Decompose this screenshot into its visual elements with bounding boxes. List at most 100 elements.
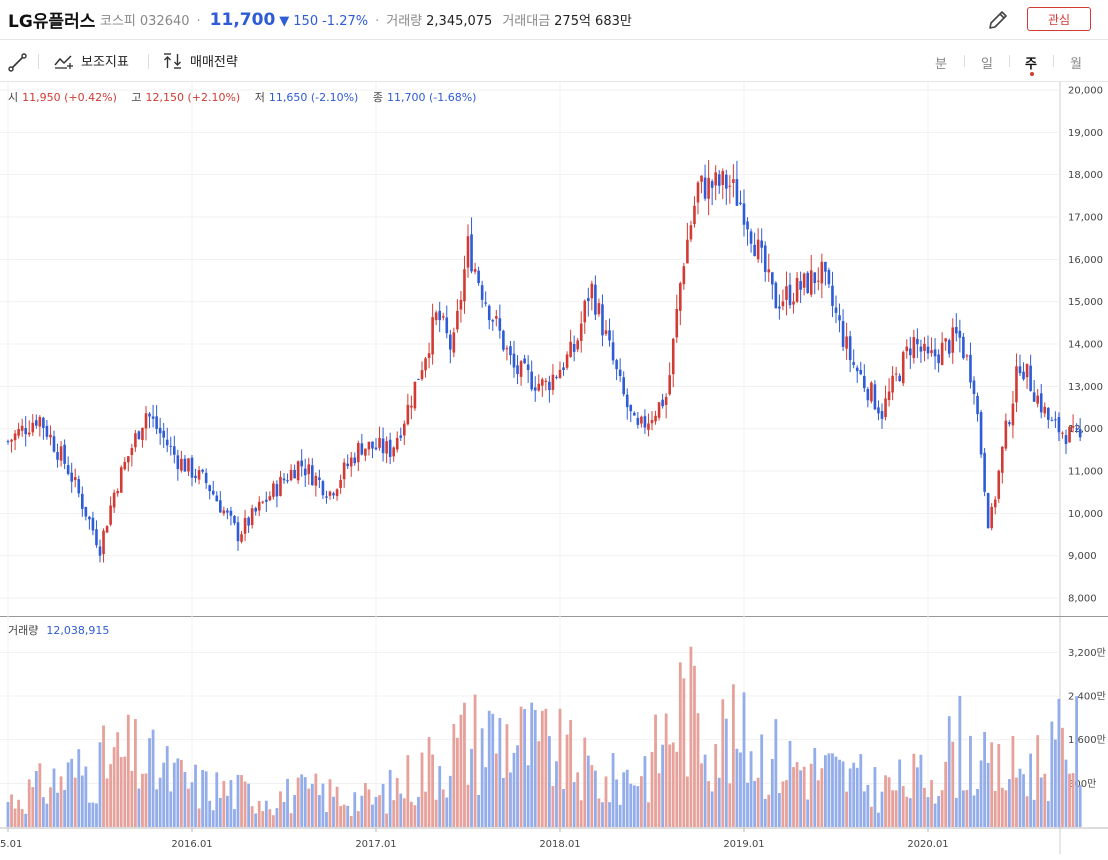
candle-body (42, 417, 45, 428)
favorite-button[interactable]: 관심 (1027, 7, 1091, 31)
period-minute[interactable]: 분 (935, 57, 947, 72)
volume-tick-label: 1,600만 (1068, 734, 1106, 746)
volume-bar (417, 796, 420, 827)
volume-bar (569, 719, 573, 827)
candle-body (604, 330, 608, 334)
candle-body (572, 344, 576, 352)
volume-bar (601, 802, 604, 827)
volume-bar (919, 754, 923, 827)
volume-bar (194, 764, 197, 827)
volume-bar (940, 790, 944, 827)
pencil-icon[interactable] (986, 8, 1010, 32)
candle-body (112, 492, 116, 508)
volume-bar (399, 793, 403, 827)
volume-bar (820, 768, 824, 827)
volume-bar (976, 789, 979, 827)
period-day[interactable]: 일 (981, 57, 993, 72)
volume-bar (590, 765, 594, 827)
candle-body (410, 405, 413, 408)
y-tick-label: 15,000 (1068, 297, 1103, 308)
volume-bar (293, 795, 297, 827)
candle-body (35, 420, 38, 426)
candle-body (997, 470, 1001, 499)
candle-body (1064, 435, 1068, 444)
volume-bar (1015, 777, 1018, 827)
volume-bar (172, 762, 176, 827)
volume-bar (310, 783, 314, 827)
volume-bar (597, 798, 601, 827)
volume-bar (615, 779, 619, 827)
volume-bar (636, 786, 640, 827)
volume-bar (944, 761, 948, 827)
candle-body (813, 272, 817, 284)
volume-bar (540, 710, 544, 827)
candle-body (342, 462, 346, 480)
candle-body (116, 491, 119, 494)
candle-body (788, 284, 792, 306)
volume-bar (838, 759, 841, 827)
period-divider (1053, 55, 1054, 67)
candle-body (863, 375, 866, 389)
candle-body (311, 465, 314, 486)
candle-body (579, 323, 583, 341)
indicator-button[interactable]: 보조지표 (53, 51, 129, 70)
stock-code: 032640 (139, 14, 190, 29)
volume-bar (657, 773, 661, 827)
candle-body (452, 332, 456, 353)
volume-bar (264, 800, 268, 827)
candle-body (877, 407, 880, 414)
volume-bar (583, 737, 587, 827)
volume-bar (434, 799, 438, 827)
period-month[interactable]: 월 (1070, 57, 1082, 72)
candle-body (940, 342, 944, 366)
candle-body (866, 389, 870, 401)
volume-bar (639, 776, 643, 827)
candle-body (537, 383, 541, 391)
y-tick-label: 11,000 (1068, 467, 1103, 478)
period-divider (1009, 55, 1010, 67)
candle-body (257, 501, 261, 511)
chart-toolbar: 보조지표 매매전략 분 일 주 월 (0, 41, 1108, 82)
volume-bar (77, 749, 81, 827)
volume-bar (1046, 801, 1050, 827)
candle-body (519, 361, 523, 377)
candle-body (403, 423, 406, 436)
x-tick-label: 2018.01 (539, 839, 580, 850)
volume-bar (91, 802, 95, 827)
y-tick-label: 8,000 (1068, 594, 1097, 605)
volume-bar (52, 768, 56, 827)
candle-body (335, 489, 339, 497)
volume-bar (526, 765, 530, 827)
indicator-label: 보조지표 (81, 55, 129, 70)
volume-bar (558, 708, 562, 827)
volume-bar (413, 805, 417, 827)
ohlc-legend: 시 11,950 (+0.42%) 고 12,150 (+2.10%) 저 11,65… (8, 89, 487, 105)
period-week[interactable]: 주 (1025, 57, 1037, 72)
candle-body (1039, 393, 1043, 413)
stock-chart[interactable]: 20,000 19,000 18,000 17,000 16,000 15,000 14,0… (0, 82, 1108, 860)
candle-body (70, 472, 73, 482)
volume-bar (1078, 785, 1082, 827)
volume-tick-label: 800만 (1068, 778, 1096, 790)
candle-body (983, 452, 986, 492)
candle-body (141, 427, 144, 441)
candle-body (689, 225, 693, 240)
volume-bar (710, 791, 714, 827)
volume-bar (1061, 727, 1064, 827)
volume-bar (983, 731, 987, 827)
candle-body (969, 354, 972, 383)
candle-body (629, 404, 633, 412)
line-draw-icon[interactable] (8, 52, 28, 72)
volume-bar (388, 769, 392, 827)
candle-body (859, 370, 863, 375)
volume-bar (229, 780, 233, 827)
strategy-button[interactable]: 매매전략 (162, 51, 238, 70)
candle-body (480, 285, 484, 300)
volume-bar (63, 789, 67, 827)
volume-bar (933, 803, 937, 827)
volume-bar (385, 813, 389, 827)
volume-bar (45, 803, 49, 827)
volume-bar (816, 780, 820, 827)
candle-body (388, 439, 392, 457)
y-tick-label: 18,000 (1068, 170, 1103, 181)
